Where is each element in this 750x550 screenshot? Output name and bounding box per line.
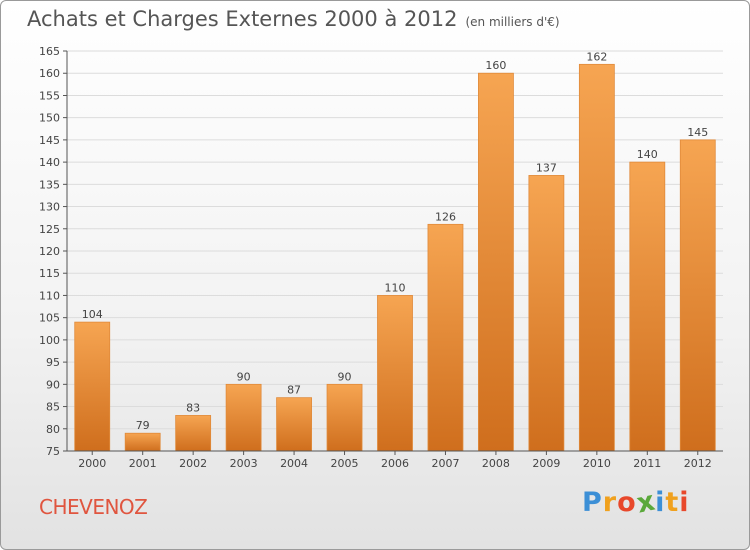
logo-letter: t <box>665 487 680 518</box>
y-tick-label: 85 <box>46 401 60 414</box>
y-tick-label: 80 <box>46 423 60 436</box>
bar-value-label: 145 <box>687 126 708 139</box>
bar-value-label: 90 <box>237 370 251 383</box>
x-tick-label: 2006 <box>381 457 409 470</box>
bar-value-label: 160 <box>485 59 506 72</box>
bar <box>629 161 666 452</box>
y-tick-label: 75 <box>46 445 60 458</box>
y-tick-label: 100 <box>39 334 60 347</box>
logo-letter: i <box>655 487 666 518</box>
x-tick-label: 2008 <box>482 457 510 470</box>
bar-value-label: 83 <box>186 401 200 414</box>
y-tick-label: 130 <box>39 201 60 214</box>
x-axis-ticks: 2000 2001 2002 2003 2004 2005 2006 2007 2008 2009… <box>78 451 712 470</box>
y-tick-label: 95 <box>46 356 60 369</box>
y-tick-label: 165 <box>39 45 60 58</box>
bar <box>478 72 514 452</box>
y-tick-label: 90 <box>46 378 60 391</box>
bar-value-label: 104 <box>82 308 103 321</box>
x-tick-label: 2000 <box>78 457 106 470</box>
place-name: CHEVENOZ <box>39 495 148 519</box>
logo-letter: P <box>582 487 603 518</box>
x-tick-label: 2003 <box>230 457 258 470</box>
y-tick-label: 145 <box>39 134 60 147</box>
bar-value-label: 110 <box>385 281 406 294</box>
bar-value-label: 90 <box>338 370 352 383</box>
bar-value-label: 137 <box>536 161 557 174</box>
y-tick-label: 155 <box>39 89 60 102</box>
x-tick-label: 2007 <box>431 457 459 470</box>
logo-letter: r <box>602 487 618 518</box>
y-tick-label: 110 <box>39 289 60 302</box>
y-tick-label: 135 <box>39 178 60 191</box>
y-tick-label: 160 <box>39 67 60 80</box>
y-tick-label: 125 <box>39 223 60 236</box>
x-tick-label: 2011 <box>633 457 661 470</box>
bar <box>326 383 363 452</box>
bar <box>175 415 212 452</box>
y-tick-label: 140 <box>39 156 60 169</box>
bar-value-label: 79 <box>136 419 150 432</box>
chart-title: Achats et Charges Externes 2000 à 2012 (e… <box>27 7 560 31</box>
x-tick-label: 2005 <box>331 457 359 470</box>
x-tick-label: 2009 <box>532 457 560 470</box>
chart-subtitle: (en milliers d'€) <box>465 15 560 29</box>
y-tick-label: 150 <box>39 112 60 125</box>
bar-value-label: 126 <box>435 210 456 223</box>
bar <box>427 223 464 452</box>
x-tick-label: 2002 <box>179 457 207 470</box>
bar <box>276 397 312 452</box>
logo-letter: o <box>617 487 637 518</box>
x-tick-label: 2012 <box>684 457 712 470</box>
bar <box>124 432 161 452</box>
bar <box>528 175 565 452</box>
bar-value-label: 140 <box>637 148 658 161</box>
bar <box>377 295 413 452</box>
x-tick-label: 2001 <box>129 457 157 470</box>
logo-letter: i <box>679 487 690 518</box>
bar-value-label: 87 <box>287 384 301 397</box>
bar <box>74 321 111 452</box>
bar <box>578 63 615 452</box>
bar-value-label: 162 <box>586 50 607 63</box>
y-tick-label: 105 <box>39 312 60 325</box>
proxiti-logo: Proxiti <box>582 485 690 519</box>
x-tick-label: 2004 <box>280 457 308 470</box>
bars: 104 79 83 90 87 90 110 126 160 137 162 140 145 <box>74 50 716 452</box>
y-tick-label: 120 <box>39 245 60 258</box>
chart-title-text: Achats et Charges Externes 2000 à 2012 <box>27 7 458 31</box>
x-tick-label: 2010 <box>583 457 611 470</box>
bar <box>225 383 262 452</box>
y-tick-label: 115 <box>39 267 60 280</box>
bar <box>679 139 716 452</box>
y-axis-ticks: 75 80 85 90 95 100 105 110 115 120 125 130 135 140 145… <box>39 45 67 458</box>
